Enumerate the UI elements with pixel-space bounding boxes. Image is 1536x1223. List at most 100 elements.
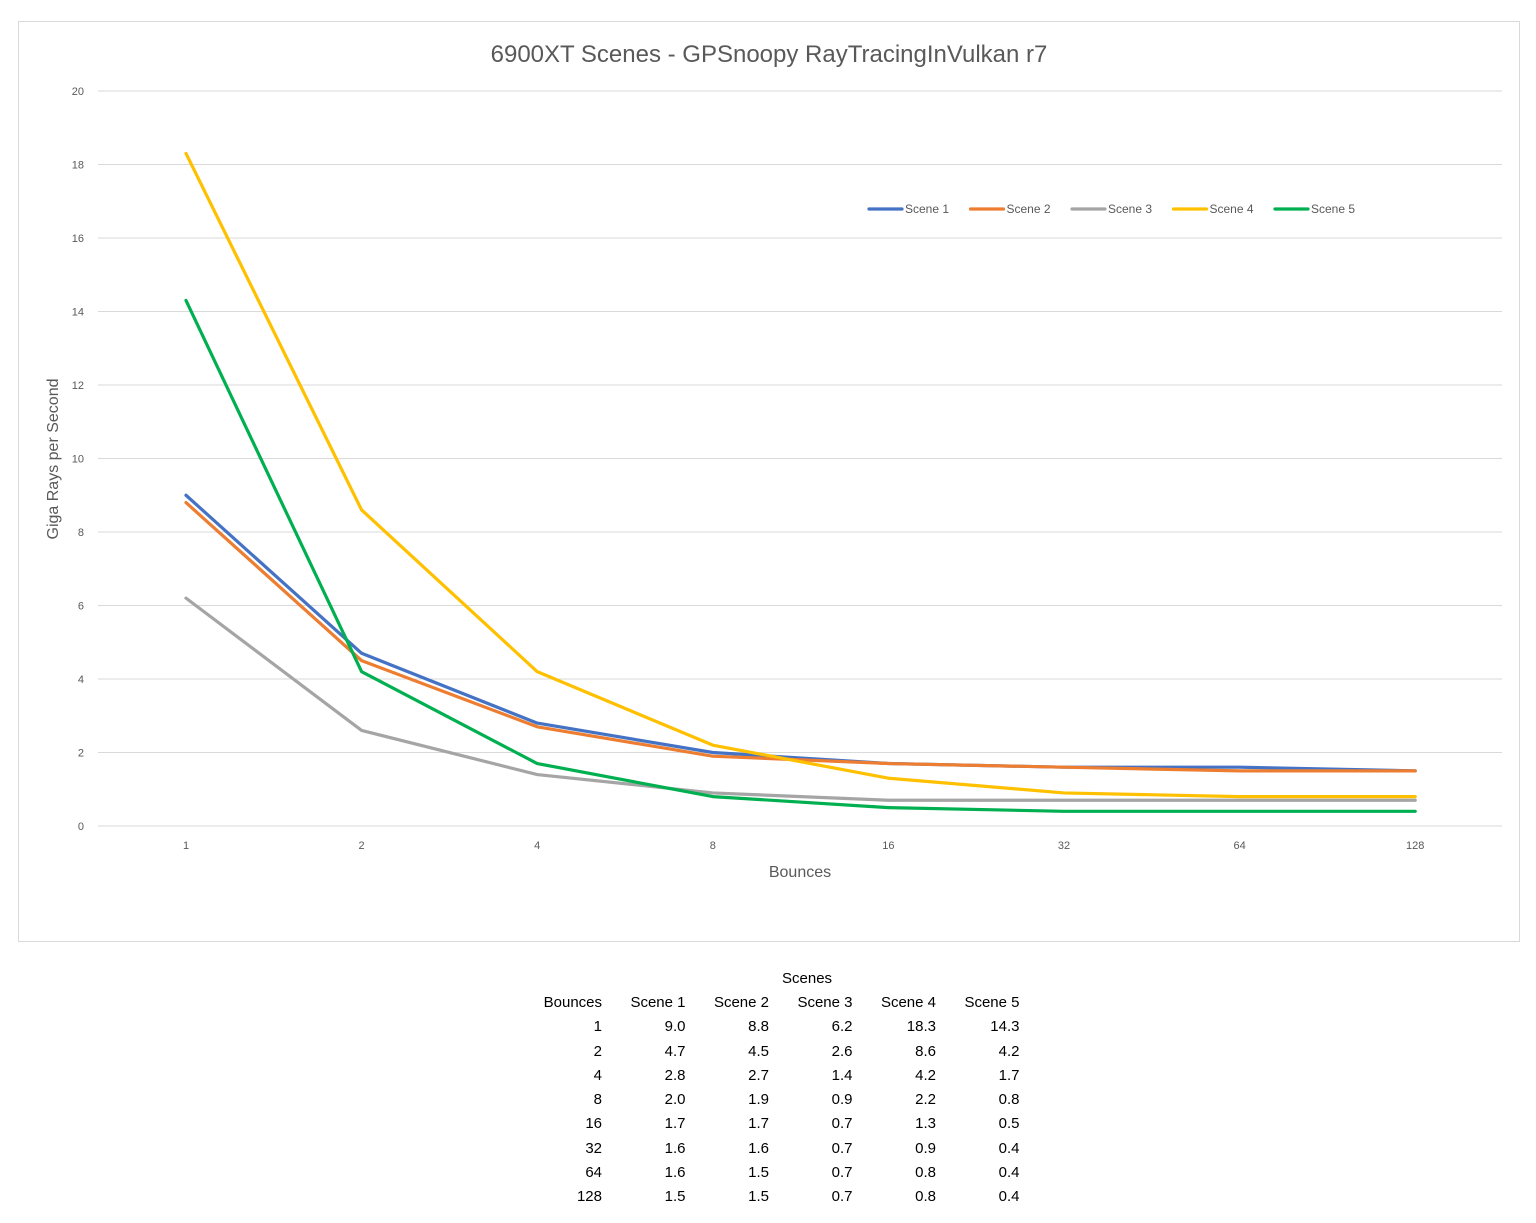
table-header-row: Bounces Scene 1 Scene 2 Scene 3 Scene 4 Scene… bbox=[528, 990, 1020, 1014]
table-cell: 2.2 bbox=[915, 1091, 936, 1109]
table-cell: 128 bbox=[576, 1188, 602, 1206]
table-cell: 32 bbox=[585, 1139, 602, 1157]
legend-label: Scene 3 bbox=[1108, 202, 1152, 216]
y-axis-title: Giga Rays per Second bbox=[45, 379, 62, 540]
y-axis-tick-labels: 0 2 4 6 8 10 12 14 16 18 20 bbox=[72, 86, 84, 833]
series-line-scene-2 bbox=[184, 501, 1417, 773]
table-row: 4 2.8 2.7 1.4 4.2 1.7 bbox=[528, 1063, 1020, 1087]
table-cell: 4 bbox=[593, 1066, 602, 1084]
series-line-scene-3 bbox=[184, 596, 1417, 802]
table-cell: 0.7 bbox=[831, 1139, 853, 1157]
table-cell: 0.4 bbox=[998, 1164, 1020, 1182]
table-cell: 8 bbox=[593, 1091, 602, 1109]
y-tick-label: 16 bbox=[72, 233, 84, 245]
y-tick-label: 2 bbox=[78, 748, 84, 760]
table-cell: 1.4 bbox=[831, 1066, 853, 1084]
table-cell: 16 bbox=[585, 1115, 602, 1133]
table-row: 8 2.0 1.9 0.9 2.2 0.8 bbox=[528, 1087, 1020, 1111]
y-tick-label: 8 bbox=[78, 527, 84, 539]
data-table: Scenes Bounces Scene 1 Scene 2 Scene 3 Scene… bbox=[528, 966, 1020, 1209]
table-cell: 1.7 bbox=[998, 1066, 1020, 1084]
table-cell: 1.7 bbox=[748, 1115, 769, 1133]
y-tick-label: 0 bbox=[78, 821, 84, 833]
table-row: 1 9.0 8.8 6.2 18.3 14.3 bbox=[528, 1015, 1020, 1039]
x-axis-tick-labels: 1 2 4 8 16 32 64 128 bbox=[183, 840, 1424, 852]
table-cell: 1.3 bbox=[915, 1115, 936, 1133]
y-tick-label: 20 bbox=[72, 86, 84, 98]
y-tick-label: 12 bbox=[72, 380, 84, 392]
table-cell: 0.8 bbox=[915, 1164, 936, 1182]
series-line-scene-1 bbox=[184, 493, 1417, 773]
x-tick-label: 16 bbox=[882, 840, 894, 852]
table-cell: 1.5 bbox=[748, 1164, 769, 1182]
table-row: 16 1.7 1.7 0.7 1.3 0.5 bbox=[528, 1112, 1020, 1136]
x-tick-label: 64 bbox=[1233, 840, 1245, 852]
table-header-cell: Scene 2 bbox=[713, 993, 769, 1011]
table-cell: 0.8 bbox=[998, 1091, 1020, 1109]
table-header-cell: Scene 5 bbox=[964, 993, 1020, 1011]
table-caption: Scenes bbox=[782, 969, 833, 987]
table-cell: 0.9 bbox=[831, 1091, 853, 1109]
table-cell: 2 bbox=[593, 1042, 602, 1060]
y-tick-label: 6 bbox=[78, 601, 84, 613]
legend-label: Scene 1 bbox=[905, 202, 949, 216]
table-cell: 64 bbox=[585, 1164, 602, 1182]
table-cell: 4.2 bbox=[998, 1042, 1020, 1060]
x-tick-label: 32 bbox=[1058, 840, 1070, 852]
y-tick-label: 14 bbox=[72, 307, 84, 319]
table-cell: 2.7 bbox=[748, 1066, 769, 1084]
legend: Scene 1 Scene 2 Scene 3 Scene 4 Scene 5 bbox=[867, 202, 1355, 216]
legend-label: Scene 5 bbox=[1311, 202, 1355, 216]
gridlines bbox=[98, 90, 1502, 827]
chart-area bbox=[18, 21, 1520, 942]
series-line-scene-4 bbox=[184, 151, 1417, 799]
table-cell: 0.5 bbox=[998, 1115, 1020, 1133]
table-cell: 8.6 bbox=[915, 1042, 936, 1060]
table-cell: 4.5 bbox=[748, 1042, 769, 1060]
table-header-cell: Scene 4 bbox=[880, 993, 936, 1011]
table-cell: 0.7 bbox=[831, 1188, 853, 1206]
x-tick-label: 8 bbox=[710, 840, 716, 852]
table-row: 32 1.6 1.6 0.7 0.9 0.4 bbox=[528, 1136, 1019, 1160]
y-tick-label: 10 bbox=[72, 454, 84, 466]
y-tick-label: 18 bbox=[72, 160, 84, 172]
series-line-scene-5 bbox=[184, 298, 1417, 813]
line-chart: 6900XT Scenes - GPSnoopy RayTracingInVul… bbox=[45, 41, 1502, 881]
table-cell: 1.5 bbox=[748, 1188, 769, 1206]
table-cell: 0.7 bbox=[831, 1164, 853, 1182]
table-cell: 1.7 bbox=[664, 1115, 686, 1133]
table-header-cell: Scene 1 bbox=[630, 993, 686, 1011]
legend-label: Scene 4 bbox=[1210, 202, 1254, 216]
table-cell: 1.9 bbox=[748, 1091, 769, 1109]
x-tick-label: 1 bbox=[183, 840, 189, 852]
x-tick-label: 128 bbox=[1406, 840, 1424, 852]
table-cell: 4.7 bbox=[664, 1042, 686, 1060]
table-cell: 0.8 bbox=[915, 1188, 936, 1206]
chart-title: 6900XT Scenes - GPSnoopy RayTracingInVul… bbox=[491, 41, 1048, 68]
series-lines bbox=[184, 151, 1417, 813]
table-cell: 0.7 bbox=[831, 1115, 853, 1133]
table-cell: 0.9 bbox=[915, 1139, 936, 1157]
y-tick-label: 4 bbox=[78, 674, 84, 686]
table-cell: 18.3 bbox=[906, 1018, 936, 1036]
table-cell: 14.3 bbox=[990, 1018, 1020, 1036]
table-row: 128 1.5 1.5 0.7 0.8 0.4 bbox=[528, 1185, 1020, 1209]
table-cell: 1.6 bbox=[664, 1164, 686, 1182]
table-header-cell: Scene 3 bbox=[797, 993, 853, 1011]
table-cell: 1.6 bbox=[748, 1139, 769, 1157]
table-cell: 2.8 bbox=[664, 1066, 686, 1084]
table-cell: 1 bbox=[593, 1018, 602, 1036]
table-cell: 8.8 bbox=[748, 1018, 769, 1036]
x-tick-label: 2 bbox=[359, 840, 365, 852]
table-cell: 6.2 bbox=[831, 1018, 853, 1036]
table-cell: 1.6 bbox=[664, 1139, 686, 1157]
table-cell: 2.0 bbox=[664, 1091, 686, 1109]
table-cell: 9.0 bbox=[664, 1018, 686, 1036]
x-axis-title: Bounces bbox=[769, 864, 831, 881]
table-cell: 2.6 bbox=[831, 1042, 853, 1060]
table-row: 2 4.7 4.5 2.6 8.6 4.2 bbox=[528, 1039, 1020, 1063]
x-tick-label: 4 bbox=[534, 840, 540, 852]
table-cell: 1.5 bbox=[664, 1188, 686, 1206]
table-cell: 4.2 bbox=[915, 1066, 936, 1084]
table-header-cell: Bounces bbox=[543, 993, 602, 1011]
